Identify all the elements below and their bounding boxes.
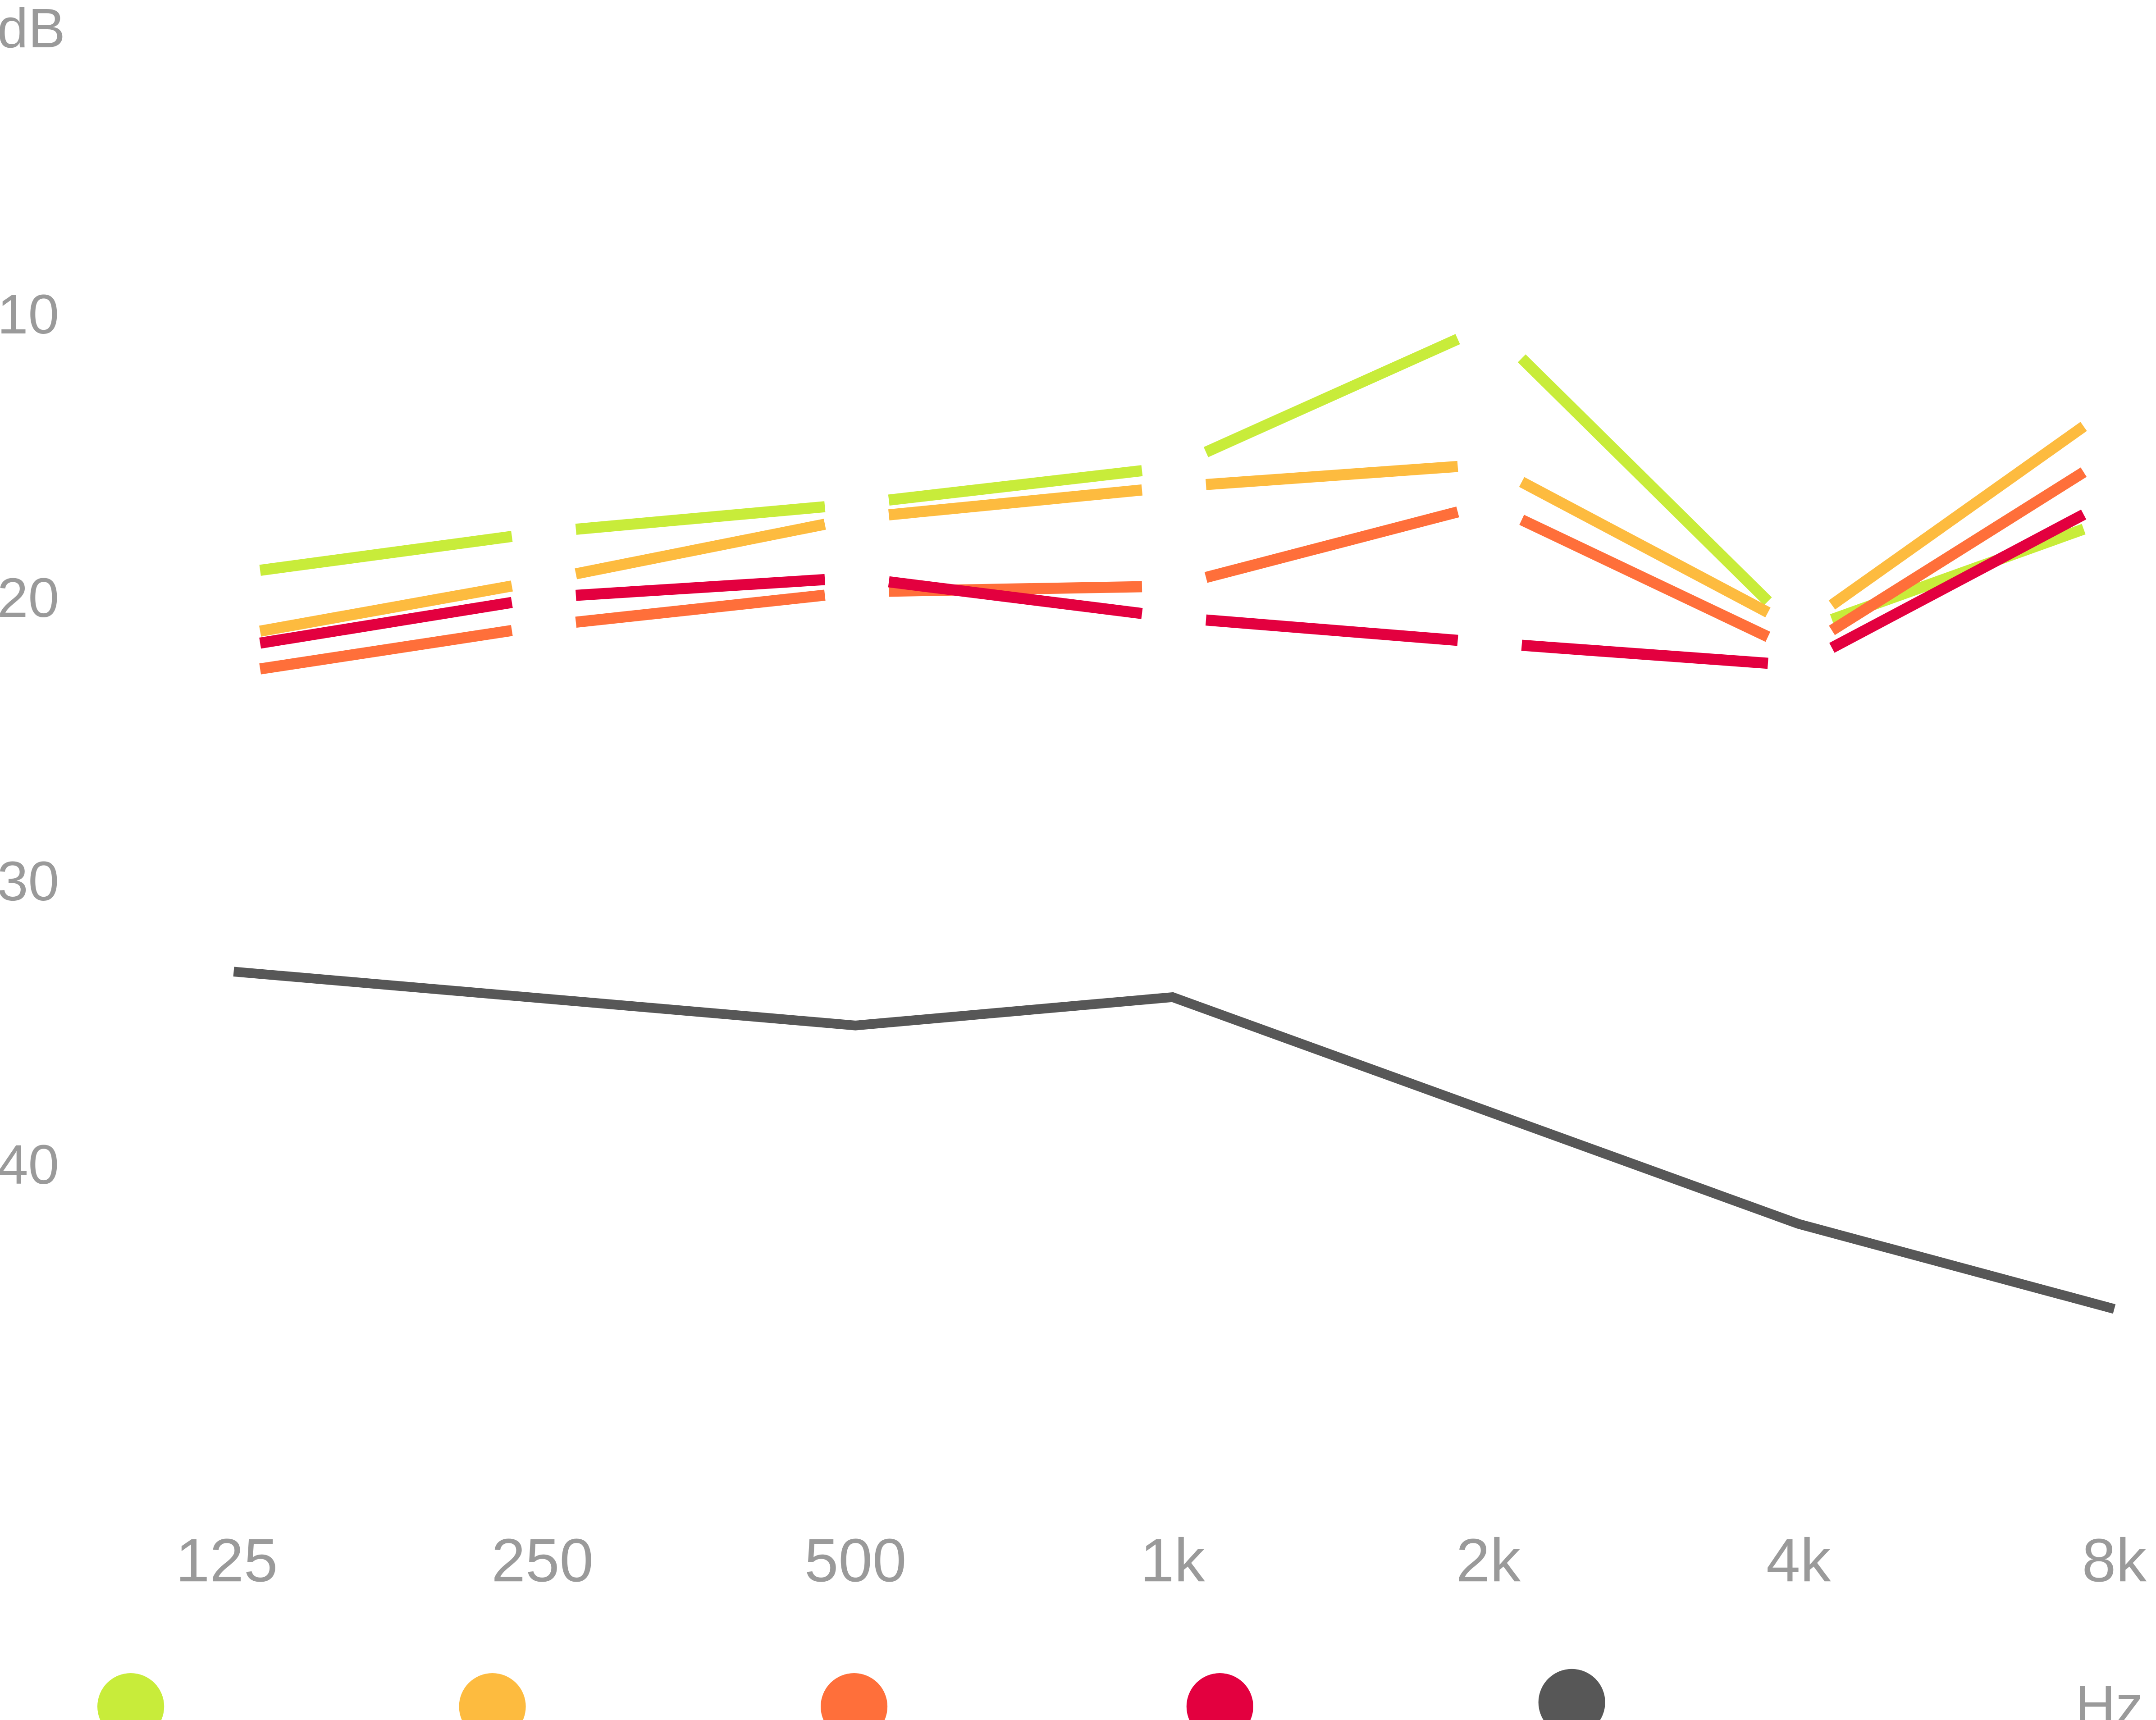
series-segment bbox=[576, 574, 826, 601]
y-axis-unit-label: dB bbox=[0, 0, 65, 59]
series-segment bbox=[575, 589, 826, 628]
series-segment bbox=[1521, 639, 1768, 669]
y-tick-label: 20 bbox=[0, 567, 59, 629]
x-axis-unit-label: Hz bbox=[2075, 1674, 2143, 1720]
series-segment bbox=[888, 484, 1143, 520]
x-tick-label: 125 bbox=[176, 1526, 278, 1594]
x-tick-label: 8k bbox=[2082, 1526, 2147, 1594]
x-tick-label: 500 bbox=[804, 1526, 907, 1594]
series-segment bbox=[1205, 614, 1458, 646]
legend-marker bbox=[821, 1673, 888, 1720]
series-segment bbox=[1517, 354, 1772, 606]
legend-marker bbox=[459, 1673, 526, 1720]
series-line bbox=[259, 334, 2086, 625]
series-segment bbox=[888, 576, 1143, 619]
series-line bbox=[233, 967, 2116, 1314]
series-segment bbox=[259, 625, 513, 675]
series-segment bbox=[233, 967, 2116, 1314]
series-segment bbox=[1829, 467, 2087, 635]
x-tick-label: 1k bbox=[1140, 1526, 1206, 1594]
legend-marker bbox=[1538, 1669, 1605, 1720]
series-segment bbox=[1203, 334, 1460, 457]
series-segment bbox=[259, 531, 513, 576]
series-segment bbox=[1828, 422, 2087, 610]
legend-marker bbox=[97, 1673, 164, 1720]
series-segment bbox=[1519, 515, 1771, 642]
series-segment bbox=[259, 597, 513, 649]
series-segment bbox=[1829, 509, 2087, 653]
series-segment bbox=[575, 501, 826, 535]
series-segment bbox=[259, 580, 513, 637]
series-line bbox=[259, 509, 2087, 669]
x-tick-label: 2k bbox=[1456, 1526, 1521, 1594]
series-segment bbox=[575, 519, 826, 579]
series-line bbox=[259, 467, 2087, 675]
series-line bbox=[259, 422, 2087, 637]
y-tick-label: 40 bbox=[0, 1134, 59, 1196]
x-tick-label: 4k bbox=[1766, 1526, 1832, 1594]
legend-marker bbox=[1186, 1673, 1253, 1720]
series-segment bbox=[888, 465, 1143, 506]
x-tick-label: 250 bbox=[491, 1526, 594, 1594]
series-segment bbox=[1519, 477, 1771, 618]
series-segment bbox=[1204, 506, 1459, 583]
y-tick-label: 30 bbox=[0, 850, 59, 912]
series-segment bbox=[1206, 461, 1458, 490]
y-tick-label: 10 bbox=[0, 283, 59, 346]
